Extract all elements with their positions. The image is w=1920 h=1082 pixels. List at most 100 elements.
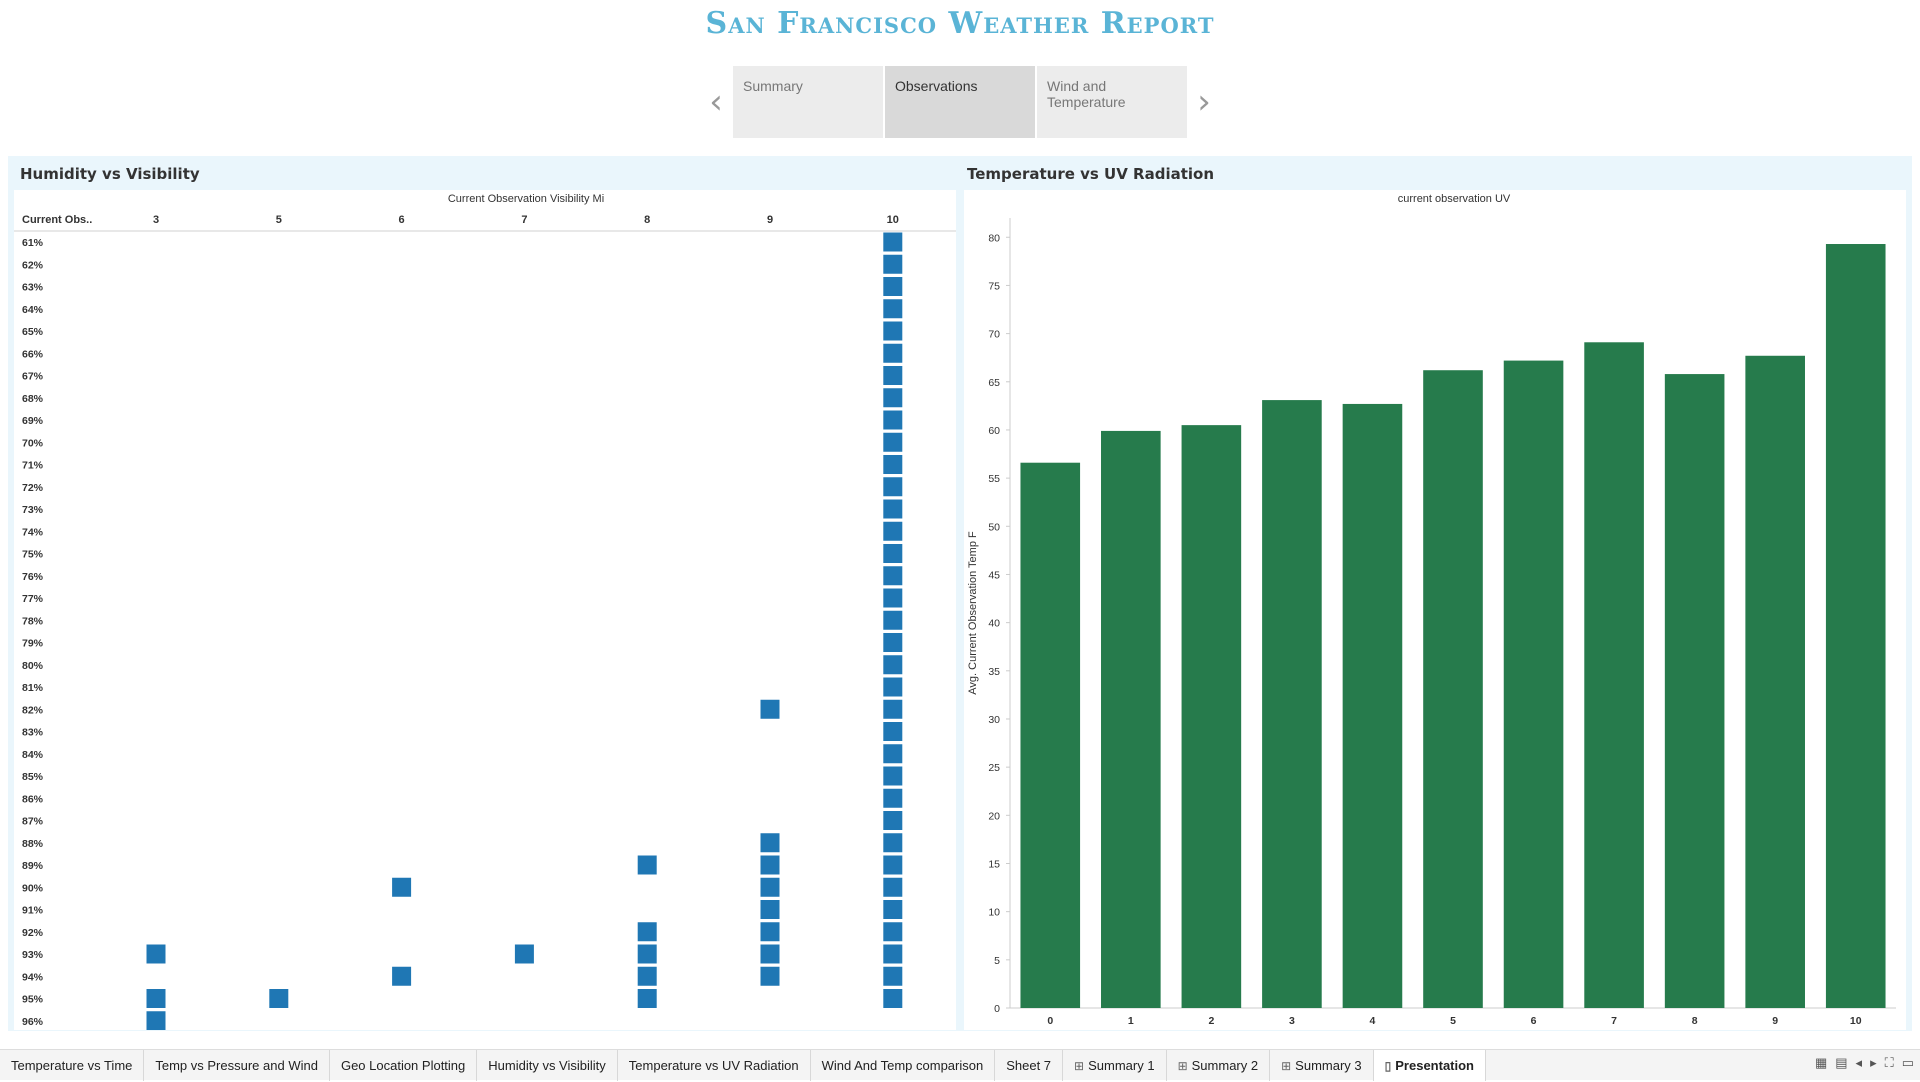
y-tick-label: 84% xyxy=(22,749,44,761)
bar-uv-2 xyxy=(1181,425,1242,1008)
heatmap-cell xyxy=(883,343,903,363)
dashboard-icon: ⊞ xyxy=(1281,1058,1292,1073)
sheet-tab[interactable]: Temp vs Pressure and Wind xyxy=(144,1049,330,1081)
heatmap-cell xyxy=(883,744,903,764)
story-point-wind-and-temperature[interactable]: Wind and Temperature xyxy=(1037,66,1187,138)
y-tick-label: 55 xyxy=(988,473,1000,485)
heatmap-cell xyxy=(883,989,903,1008)
tab-controls: ▦ ▤ ◂ ▸ ⛶ ▭ xyxy=(1815,1055,1914,1071)
heatmap-cell xyxy=(883,588,903,608)
heatmap-cell xyxy=(637,966,657,986)
x-tick-label: 10 xyxy=(1850,1015,1862,1027)
sheet-tab[interactable]: ▯ Presentation xyxy=(1373,1049,1486,1081)
x-tick-label: 3 xyxy=(1289,1015,1295,1027)
next-sheet-icon[interactable]: ▸ xyxy=(1870,1055,1877,1070)
heatmap-cell xyxy=(883,922,903,942)
story-point-observations[interactable]: Observations xyxy=(885,66,1035,138)
y-tick-label: 71% xyxy=(22,460,44,472)
sheet-tab-label: Summary 2 xyxy=(1191,1057,1259,1073)
humidity-visibility-svg: Current Observation Visibility Mi Current… xyxy=(14,193,956,1031)
y-tick-label: 72% xyxy=(22,482,44,494)
y-tick-label: 82% xyxy=(22,704,44,716)
heatmap-cell xyxy=(883,833,903,853)
x-tick-label: 2 xyxy=(1208,1015,1214,1027)
y-tick-label: 70 xyxy=(988,329,1000,341)
y-tick-label: 86% xyxy=(22,793,44,805)
y-tick-label: 89% xyxy=(22,860,44,872)
x-tick-label: 5 xyxy=(1450,1015,1456,1027)
chevron-left-icon[interactable]: ‹ xyxy=(709,82,723,122)
sheet-tab[interactable]: Humidity vs Visibility xyxy=(477,1049,618,1081)
page-title: San Francisco Weather Report xyxy=(705,6,1215,41)
y-tick-label: 92% xyxy=(22,927,44,939)
heatmap-cell xyxy=(883,855,903,875)
heatmap-cell xyxy=(760,944,780,964)
show-tabs-icon[interactable]: ▤ xyxy=(1835,1055,1848,1070)
prev-sheet-icon[interactable]: ◂ xyxy=(1855,1055,1863,1070)
sheet-tab[interactable]: ⊞ Summary 3 xyxy=(1270,1049,1374,1081)
heatmap-cell xyxy=(760,922,780,942)
heatmap-cell xyxy=(883,544,903,563)
x-tick-label: 8 xyxy=(644,214,650,226)
sheet-tab[interactable]: Temperature vs UV Radiation xyxy=(618,1049,811,1081)
y-tick-label: 90% xyxy=(22,882,44,894)
heatmap-cell xyxy=(760,833,780,853)
sheet-tab[interactable]: ⊞ Summary 2 xyxy=(1167,1049,1271,1081)
bar-uv-10 xyxy=(1825,244,1886,1008)
x-tick-label: 6 xyxy=(399,214,405,226)
heatmap-cell xyxy=(883,477,903,497)
sheet-tab[interactable]: Geo Location Plotting xyxy=(330,1049,478,1081)
y-tick-label: 10 xyxy=(988,907,1000,919)
sheet-tab[interactable]: ⊞ Summary 1 xyxy=(1063,1049,1167,1081)
heatmap-cell xyxy=(883,455,903,474)
heatmap-cell xyxy=(883,944,903,964)
present-icon[interactable]: ▭ xyxy=(1901,1055,1914,1070)
heatmap-cell xyxy=(883,966,903,986)
heatmap-cell xyxy=(760,855,780,875)
y-tick-label: 81% xyxy=(22,682,44,694)
sheet-tab-label: Presentation xyxy=(1395,1057,1474,1073)
story-navigator: ‹ Summary Observations Wind and Temperat… xyxy=(700,66,1220,138)
heatmap-cell xyxy=(760,699,780,719)
heatmap-cell xyxy=(760,877,780,897)
sheet-tab-label: Temperature vs UV Radiation xyxy=(628,1057,799,1073)
y-tick-label: 88% xyxy=(22,838,44,850)
story-icon: ▯ xyxy=(1384,1058,1392,1073)
x-tick-label: 0 xyxy=(1047,1015,1053,1027)
y-tick-label: 76% xyxy=(22,571,44,583)
y-tick-label: 94% xyxy=(22,971,44,983)
x-tick-label: 5 xyxy=(276,214,282,226)
y-tick-label: 69% xyxy=(22,415,44,427)
y-tick-label: 63% xyxy=(22,282,44,294)
sheet-tab-label: Temp vs Pressure and Wind xyxy=(155,1057,318,1073)
chevron-right-icon[interactable]: › xyxy=(1197,82,1211,122)
story-point-summary[interactable]: Summary xyxy=(733,66,883,138)
sheet-tab[interactable]: Sheet 7 xyxy=(995,1049,1064,1081)
heatmap-cell xyxy=(760,900,780,919)
heatmap-cell xyxy=(883,499,903,519)
y-tick-label: 64% xyxy=(22,304,44,316)
heatmap-cell xyxy=(146,989,166,1008)
heatmap-cell xyxy=(883,254,903,274)
bar-uv-7 xyxy=(1584,342,1644,1008)
sheet-tab[interactable]: Temperature vs Time xyxy=(0,1049,145,1081)
sheet-tab-label: Humidity vs Visibility xyxy=(488,1057,606,1073)
heatmap-cell xyxy=(514,944,534,964)
y-tick-label: 40 xyxy=(988,618,1000,630)
sheet-tab[interactable]: Wind And Temp comparison xyxy=(811,1049,996,1081)
sheet-tab-label: Sheet 7 xyxy=(1006,1057,1052,1073)
fullscreen-icon[interactable]: ⛶ xyxy=(1884,1055,1894,1070)
y-tick-label: 80 xyxy=(988,232,1000,244)
y-tick-label: 5 xyxy=(994,955,1000,967)
y-tick-label: 91% xyxy=(22,905,44,917)
y-tick-label: 93% xyxy=(22,949,44,961)
y-tick-label: 25 xyxy=(988,762,1000,774)
show-filmstrip-icon[interactable]: ▦ xyxy=(1814,1055,1828,1070)
x-tick-label: 8 xyxy=(1692,1015,1698,1027)
temperature-uv-chart: current observation UV Avg. Current Obser… xyxy=(964,190,1906,1030)
heatmap-cell xyxy=(269,989,289,1008)
sheet-tab-label: Summary 3 xyxy=(1295,1057,1362,1073)
sheet-tab-label: Geo Location Plotting xyxy=(340,1057,466,1073)
x-tick-label: 9 xyxy=(1772,1015,1778,1027)
heatmap-cell xyxy=(883,633,903,652)
